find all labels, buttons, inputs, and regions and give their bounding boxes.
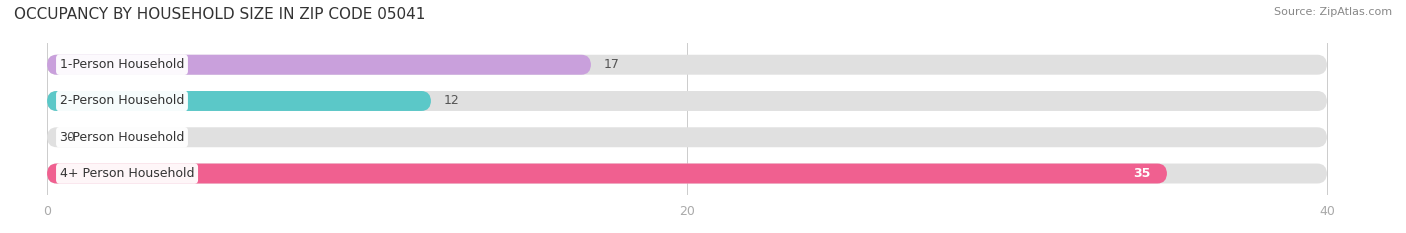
- Text: 3-Person Household: 3-Person Household: [60, 131, 184, 144]
- FancyBboxPatch shape: [46, 164, 1327, 184]
- FancyBboxPatch shape: [46, 91, 432, 111]
- FancyBboxPatch shape: [46, 55, 591, 75]
- FancyBboxPatch shape: [46, 55, 1327, 75]
- Text: 35: 35: [1133, 167, 1152, 180]
- Text: 0: 0: [66, 131, 75, 144]
- Text: 12: 12: [444, 95, 460, 107]
- Text: 17: 17: [603, 58, 620, 71]
- Text: 4+ Person Household: 4+ Person Household: [60, 167, 194, 180]
- FancyBboxPatch shape: [46, 164, 1167, 184]
- Text: 1-Person Household: 1-Person Household: [60, 58, 184, 71]
- FancyBboxPatch shape: [46, 127, 1327, 147]
- Text: 2-Person Household: 2-Person Household: [60, 95, 184, 107]
- FancyBboxPatch shape: [46, 91, 1327, 111]
- Text: Source: ZipAtlas.com: Source: ZipAtlas.com: [1274, 7, 1392, 17]
- Text: OCCUPANCY BY HOUSEHOLD SIZE IN ZIP CODE 05041: OCCUPANCY BY HOUSEHOLD SIZE IN ZIP CODE …: [14, 7, 426, 22]
